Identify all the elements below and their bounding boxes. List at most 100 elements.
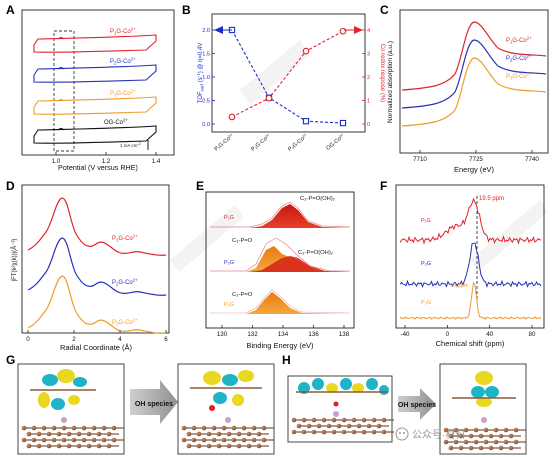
panel-c: C Normalized absorption (a.u.) P1G-Co2+P… [380,3,549,174]
panel-b-left-arrow-icon [214,26,223,34]
panel-c-tick-0: 7710 [413,156,427,163]
panel-e-annotation-4: C₃-P=O [232,292,253,298]
panel-e-p1g-peak [210,204,350,228]
panel-b-category-2: P₂G-Co²⁺ [250,132,273,153]
panel-c-curve-1 [401,21,547,91]
panel-e-sample-2: P₂G [224,260,234,266]
panel-d-curve-1 [27,197,167,256]
panel-g-arrow-label: OH species [135,401,173,408]
panel-c-label-3: P3G-Co2+ [506,72,532,81]
panel-f-x-ticks: -40 0 40 80 [401,325,536,338]
panel-h-orbitals-2 [452,371,516,423]
panel-e-annotation-3: C₃-P=O(OH)₂ [298,250,333,256]
panel-b-right-tick-0: 0 [367,122,370,128]
panel-b-letter: B [182,3,191,17]
panel-g-graphene-2 [181,425,274,449]
panel-a-curve-1 [33,34,157,53]
panel-a: A P1G-Co2+ P2G-Co2+ P3G-Co2+ OG-Co2+ 1 mA c… [6,3,175,172]
panel-d-tick-0: 0 [26,336,30,343]
panel-f-tick-0: -40 [401,331,411,338]
panel-d-tick-2: 4 [118,336,122,343]
panel-b-right-tick-3: 3 [367,52,370,58]
panel-d-label-2: P2G-Co2+ [112,278,138,287]
panel-b-redox-line [231,30,344,118]
panel-f-curve-2 [399,242,542,289]
panel-c-letter: C [380,3,389,17]
panel-e-annotation-1: C₃-P=O(OH)₂ [300,196,335,202]
panel-a-x-label: Potential (V versus RHE) [58,163,138,172]
panel-b-right-arrow-icon [354,26,363,34]
panel-h-arrow-label: OH species [398,402,436,409]
panel-a-curve-2 [33,64,157,83]
panel-c-curve-2 [401,39,547,109]
panel-f-nmr-curves [399,197,542,320]
panel-g-orbitals-1 [30,369,96,423]
panel-d-label-1: P1G-Co2+ [112,234,138,243]
panel-h-orbitals-1 [296,378,389,417]
panel-e-tick-4: 138 [339,331,350,338]
panel-d-tick-3: 6 [164,336,168,343]
panel-c-x-label: Energy (eV) [454,165,495,174]
panel-a-frame [21,9,175,156]
panel-a-dashed-box [53,30,75,152]
panel-f-letter: F [380,179,387,193]
panel-c-curve-3 [401,57,547,127]
panel-a-cv-curves [33,34,157,144]
panel-d-exafs-curves [27,197,167,334]
panel-b-frame [211,13,366,133]
panel-a-tick-0: 1.0 [52,158,61,165]
panel-c-tick-2: 7740 [525,156,539,163]
panel-c-x-ticks: 7710 7725 7740 [413,150,539,163]
panel-b-left-tick-4: 2.0 [202,28,210,34]
panel-a-label-4: OG-Co2+ [104,118,128,127]
panel-f-annotation-1: 19.5 ppm [479,196,504,202]
panel-e-sample-3: P₃G [224,302,234,308]
panel-f-tick-1: 0 [446,331,450,338]
panel-f-curve-3 [399,281,542,320]
panel-a-label-1: P1G-Co2+ [110,27,136,36]
panel-c-label-2: P2G-Co2+ [506,54,532,63]
panel-e-tick-0: 130 [217,331,228,338]
panel-d-x-ticks: 0 2 4 6 [26,330,168,343]
panel-h-arrow-icon [398,388,436,420]
panel-f-frame [395,184,545,329]
panel-d-tick-1: 2 [72,336,76,343]
panel-b-left-tick-0: 0.0 [202,122,210,128]
panel-h: H OH species [282,353,527,455]
panel-d-x-label: Radial Coordinate (Å) [60,343,133,352]
watermark: 公众号·材料 [395,427,465,441]
panel-e-p2g-peak-2 [250,256,350,272]
panel-f-tick-3: 80 [529,331,536,338]
panel-b-left-tick-2: 1.0 [202,75,210,81]
panel-b-redox-point-4 [339,27,347,35]
panel-f-sample-1: P₁G [421,218,431,224]
panel-c-y-label: Normalized absorption (a.u.) [387,41,394,123]
panel-a-tick-2: 1.4 [152,158,161,165]
panel-c-tick-1: 7725 [469,156,483,163]
panel-b-right-axis-label: Co redox respose (%) [379,44,385,102]
panel-g-orbitals-2 [190,370,262,423]
panel-e-frame [205,191,355,329]
panel-a-letter: A [6,3,15,17]
panel-d-curve-3 [27,275,167,334]
panel-d-label-3: P3G-Co2+ [112,318,138,327]
panel-b: B TOFsurf (s-1) @ η=0.4V Co redox respos… [182,3,385,153]
watermark-decoration [170,40,548,272]
panel-a-curve-4 [33,125,157,144]
panel-g-graphene-1 [21,425,124,449]
watermark-text: 公众号·材料 [412,428,465,441]
panel-a-scale-label: 1 mA cm-2 [120,142,141,148]
panel-f-tick-2: 40 [486,331,493,338]
panel-a-tick-1: 1.2 [102,158,111,165]
panel-c-frame [399,9,549,154]
panel-b-category-1: P₁G-Co²⁺ [213,132,235,152]
panel-b-left-tick-3: 1.5 [202,52,210,58]
panel-d-letter: D [6,179,15,193]
panel-e-annotation-2: C₃-P=O [232,238,253,244]
panel-b-right-ticks: 0 1 2 3 4 [362,28,370,128]
panel-e-x-ticks: 130 132 134 136 138 [217,325,350,338]
panel-e-sample-1: P₁G [224,215,234,221]
panel-f-curve-1 [399,197,542,245]
panel-h-graphene-2 [443,427,526,451]
